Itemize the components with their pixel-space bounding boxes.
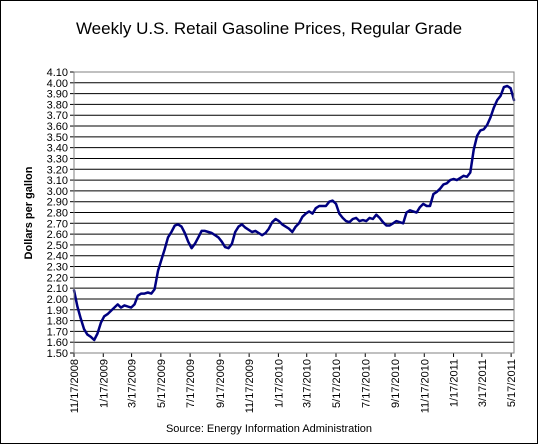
series-line bbox=[72, 84, 516, 342]
y-tick-label: 4.10 bbox=[47, 67, 68, 79]
x-tick-label: 5/17/2011 bbox=[506, 359, 518, 407]
y-tick-label: 2.90 bbox=[47, 197, 68, 209]
y-tick-label: 2.20 bbox=[47, 272, 68, 284]
y-tick-label: 2.40 bbox=[47, 251, 68, 263]
x-tick-label: 5/17/2009 bbox=[156, 359, 168, 408]
x-tick-label: 9/17/2010 bbox=[390, 359, 402, 408]
y-tick-label: 3.00 bbox=[47, 186, 68, 198]
chart-title: Weekly U.S. Retail Gasoline Prices, Regu… bbox=[75, 19, 463, 38]
x-tick-label: 11/17/2010 bbox=[419, 359, 431, 413]
series-layer bbox=[72, 84, 516, 342]
y-tick-label: 1.50 bbox=[47, 348, 68, 360]
x-tick-label: 3/17/2009 bbox=[127, 359, 139, 408]
source-note: Source: Energy Information Administratio… bbox=[165, 423, 373, 435]
y-tick-label: 2.60 bbox=[47, 229, 68, 241]
y-tick-label: 3.40 bbox=[47, 143, 68, 155]
y-tick-label: 2.00 bbox=[47, 294, 68, 306]
y-tick-label: 4.00 bbox=[47, 78, 68, 90]
y-tick-label: 2.80 bbox=[47, 208, 68, 220]
y-tick-label: 3.80 bbox=[47, 99, 68, 111]
x-tick-label: 5/17/2010 bbox=[331, 359, 343, 408]
y-tick-label: 1.80 bbox=[47, 316, 68, 328]
x-tick-label: 7/17/2009 bbox=[185, 359, 197, 408]
y-tick-label: 3.50 bbox=[47, 132, 68, 144]
y-tick-label: 2.70 bbox=[47, 218, 68, 230]
x-tick-label: 1/17/2011 bbox=[449, 359, 461, 407]
x-tick-label: 11/17/2009 bbox=[244, 359, 256, 413]
x-tick-label: 11/17/2008 bbox=[69, 359, 81, 413]
x-tick-label: 7/17/2010 bbox=[360, 359, 372, 408]
y-tick-label: 1.60 bbox=[47, 337, 68, 349]
y-tick-label: 2.50 bbox=[47, 240, 68, 252]
y-tick-label: 3.60 bbox=[47, 121, 68, 133]
y-tick-label: 1.90 bbox=[47, 305, 68, 317]
y-axis-ticks: 1.501.601.701.801.902.002.102.202.302.40… bbox=[47, 67, 74, 360]
y-tick-label: 1.70 bbox=[47, 326, 68, 338]
y-tick-label: 3.10 bbox=[47, 175, 68, 187]
gridlines bbox=[74, 71, 514, 354]
y-tick-label: 2.30 bbox=[47, 262, 68, 274]
x-tick-label: 9/17/2009 bbox=[215, 359, 227, 408]
x-tick-label: 1/17/2009 bbox=[98, 359, 110, 408]
x-tick-label: 3/17/2010 bbox=[302, 359, 314, 408]
x-tick-label: 3/17/2011 bbox=[477, 359, 489, 407]
y-tick-label: 3.90 bbox=[47, 89, 68, 101]
y-tick-label: 3.70 bbox=[47, 110, 68, 122]
y-tick-label: 3.30 bbox=[47, 153, 68, 165]
y-tick-label: 3.20 bbox=[47, 164, 68, 176]
x-axis-ticks: 11/17/2008 1/17/2009 3/17/2009 5/17/2009 7/1… bbox=[69, 353, 518, 413]
y-tick-label: 2.10 bbox=[47, 283, 68, 295]
x-tick-label: 1/17/2010 bbox=[273, 359, 285, 408]
plot-area-border bbox=[73, 71, 515, 354]
